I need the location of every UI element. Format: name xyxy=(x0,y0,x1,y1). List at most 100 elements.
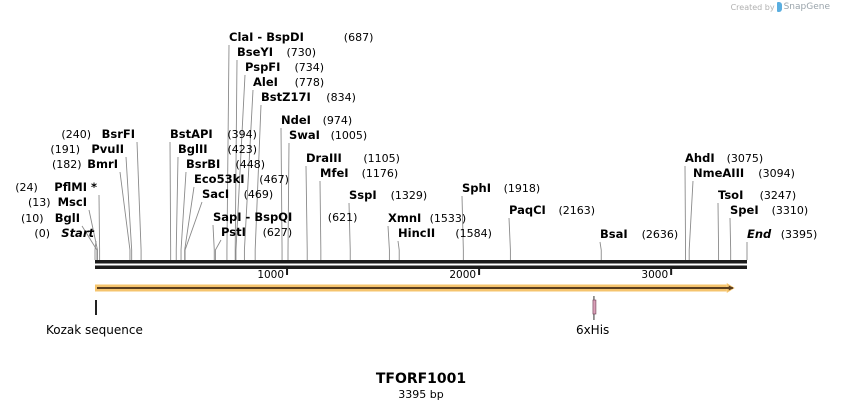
site-name: MfeI xyxy=(320,166,349,180)
site-name: BseYI xyxy=(237,45,273,59)
site-label[interactable]: PstI (627) xyxy=(221,225,292,239)
site-label[interactable]: BsrFI (240) xyxy=(61,127,135,141)
site-position: (3094) xyxy=(758,167,795,180)
site-line-23 xyxy=(348,202,351,260)
site-label[interactable]: BmrI (182) xyxy=(52,157,118,171)
site-name: PaqCI xyxy=(509,203,546,217)
site-line-30 xyxy=(688,180,694,260)
site-name: End xyxy=(747,227,772,241)
site-name: SapI - BspQI xyxy=(213,210,292,224)
site-position: (3310) xyxy=(772,204,809,217)
site-label[interactable]: NdeI (974) xyxy=(281,113,352,127)
site-position: (1105) xyxy=(363,152,400,165)
site-name: BglII xyxy=(178,142,208,156)
site-line-19 xyxy=(280,127,283,260)
site-position: (191) xyxy=(50,143,80,156)
site-position: (469) xyxy=(244,188,274,201)
site-label[interactable]: PflMI * (24) xyxy=(15,180,97,194)
site-line-14 xyxy=(226,44,230,260)
site-line-1 xyxy=(81,225,98,260)
site-label[interactable]: SwaI (1005) xyxy=(289,128,367,142)
site-label[interactable]: BstAPI (394) xyxy=(170,127,257,141)
site-line-11 xyxy=(184,201,203,260)
site-label[interactable]: Start (0) xyxy=(34,226,94,240)
site-position: (1584) xyxy=(455,227,492,240)
site-label[interactable]: HincII (1584) xyxy=(398,226,492,240)
site-label[interactable]: PvuII (191) xyxy=(50,142,124,156)
site-line-31 xyxy=(717,202,720,260)
site-line-17 xyxy=(243,89,254,260)
site-position: (2163) xyxy=(559,204,596,217)
site-label[interactable]: AhdI (3075) xyxy=(685,151,763,165)
site-label[interactable]: ClaI - BspDI (687) xyxy=(229,30,373,44)
construct-name: TFORF1001 xyxy=(375,371,467,387)
site-label[interactable]: DraIII (1105) xyxy=(306,151,400,165)
site-position: (24) xyxy=(15,181,38,194)
site-label[interactable]: AleI (778) xyxy=(253,75,324,89)
site-label[interactable]: MfeI (1176) xyxy=(320,166,398,180)
site-name: SphI xyxy=(462,181,491,195)
site-label[interactable]: SphI (1918) xyxy=(462,181,540,195)
site-label[interactable]: PspFI (734) xyxy=(245,60,324,74)
site-name: XmnI xyxy=(388,211,421,225)
features: Kozak sequence 6xHis xyxy=(46,283,735,337)
watermark-brand: SnapGene xyxy=(783,2,830,12)
site-lines xyxy=(81,44,748,260)
site-label[interactable]: BstZ17I (834) xyxy=(261,90,356,104)
site-name: SwaI xyxy=(289,128,320,142)
site-position: (687) xyxy=(344,31,374,44)
site-label[interactable]: BglII (423) xyxy=(178,142,257,156)
site-label[interactable]: SacI (469) xyxy=(202,187,273,201)
site-label[interactable]: End (3395) xyxy=(747,227,817,241)
site-line-8 xyxy=(175,156,179,260)
his-tag-feature[interactable] xyxy=(592,299,597,315)
site-label[interactable]: Eco53kI (467) xyxy=(194,172,289,186)
backbone-bottom-strand xyxy=(95,265,747,269)
orf-arrow-tip-icon xyxy=(728,285,734,291)
kozak-feature[interactable] xyxy=(95,300,97,315)
site-name: BsaI xyxy=(600,227,628,241)
site-label[interactable]: NmeAIII (3094) xyxy=(693,166,795,180)
site-name: BsrFI xyxy=(102,127,135,141)
site-position: (1005) xyxy=(331,129,368,142)
site-label[interactable]: SspI (1329) xyxy=(349,188,427,202)
site-label[interactable]: BsrBI (448) xyxy=(186,157,265,171)
site-line-7 xyxy=(169,141,172,260)
site-label[interactable]: XmnI (1533) xyxy=(388,211,466,225)
backbone-top-strand xyxy=(95,260,747,264)
site-name: PspFI xyxy=(245,60,280,74)
site-name: BmrI xyxy=(87,157,118,171)
site-label[interactable]: PaqCI (2163) xyxy=(509,203,595,217)
site-label[interactable]: TsoI (3247) xyxy=(718,188,796,202)
site-line-21 xyxy=(305,165,308,260)
site-position: (1329) xyxy=(391,189,428,202)
site-label[interactable]: BsaI (2636) xyxy=(600,227,678,241)
site-position: (3247) xyxy=(760,189,797,202)
site-position: (448) xyxy=(236,158,266,171)
site-name: TsoI xyxy=(718,188,743,202)
site-line-3 xyxy=(98,194,101,260)
backbone xyxy=(95,260,747,269)
ruler-label: 2000 xyxy=(449,269,476,281)
site-position: (240) xyxy=(61,128,91,141)
site-position: (0) xyxy=(34,227,50,240)
site-position: (834) xyxy=(326,91,356,104)
site-line-0 xyxy=(94,240,97,260)
site-label[interactable]: BglI (10) xyxy=(21,211,80,225)
ruler-label: 3000 xyxy=(641,269,668,281)
site-line-16 xyxy=(235,74,246,260)
site-line-27 xyxy=(508,217,511,260)
site-label[interactable]: SapI - BspQI (621) xyxy=(213,210,357,224)
site-name: BglI xyxy=(55,211,80,225)
site-label[interactable]: BseYI (730) xyxy=(237,45,316,59)
kozak-label: Kozak sequence xyxy=(46,323,143,337)
site-line-15 xyxy=(234,59,238,260)
site-line-5 xyxy=(125,156,133,260)
site-position: (778) xyxy=(295,76,325,89)
site-line-22 xyxy=(319,180,322,260)
site-labels: Start (0) BglI (10) MscI (13)PflMI * (24) BmrI (… xyxy=(15,30,817,241)
site-position: (621) xyxy=(328,211,358,224)
site-label[interactable]: MscI (13) xyxy=(28,195,87,209)
site-label[interactable]: SpeI (3310) xyxy=(730,203,808,217)
